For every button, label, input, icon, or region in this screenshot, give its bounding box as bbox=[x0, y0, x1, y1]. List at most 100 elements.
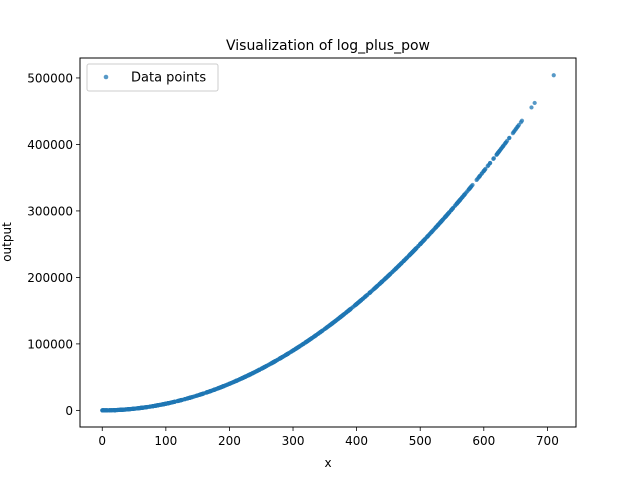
data-point bbox=[341, 312, 346, 317]
x-tick-label: 700 bbox=[536, 434, 559, 448]
x-tick-label: 0 bbox=[98, 434, 106, 448]
data-point bbox=[405, 255, 410, 260]
data-point bbox=[551, 73, 556, 78]
data-point bbox=[402, 258, 407, 263]
data-point bbox=[265, 363, 270, 368]
data-point bbox=[144, 405, 149, 410]
data-point bbox=[507, 135, 512, 141]
data-point bbox=[141, 405, 146, 410]
data-point bbox=[271, 359, 277, 365]
data-point bbox=[348, 307, 353, 312]
data-point bbox=[481, 168, 486, 174]
data-point bbox=[354, 301, 359, 307]
data-point bbox=[516, 122, 521, 128]
data-point bbox=[497, 148, 502, 153]
data-point bbox=[201, 391, 207, 396]
data-point bbox=[462, 192, 467, 197]
data-point bbox=[335, 317, 340, 322]
data-point bbox=[443, 214, 448, 219]
plot-frame bbox=[79, 57, 577, 428]
x-tick-label: 100 bbox=[154, 434, 177, 448]
data-point bbox=[208, 389, 213, 394]
data-point bbox=[475, 176, 480, 182]
data-point bbox=[170, 400, 175, 405]
data-point bbox=[500, 144, 505, 149]
data-point bbox=[430, 228, 436, 233]
data-point bbox=[510, 131, 515, 136]
data-point bbox=[220, 384, 226, 389]
y-axis-label: output bbox=[0, 222, 14, 262]
data-point bbox=[408, 251, 413, 257]
data-point bbox=[297, 344, 302, 349]
data-point bbox=[287, 350, 293, 355]
x-tick-label: 600 bbox=[472, 434, 495, 448]
data-point bbox=[227, 381, 232, 386]
data-point bbox=[138, 405, 143, 411]
data-point bbox=[195, 393, 200, 398]
legend: Data points bbox=[86, 63, 219, 92]
data-point bbox=[278, 356, 283, 361]
data-point bbox=[418, 242, 423, 247]
data-point bbox=[284, 352, 289, 357]
data-point bbox=[310, 335, 315, 341]
x-tick-label: 400 bbox=[345, 434, 368, 448]
data-point bbox=[163, 401, 168, 406]
data-points-layer bbox=[100, 73, 556, 413]
data-point bbox=[182, 397, 188, 402]
data-point bbox=[392, 267, 397, 272]
data-point bbox=[411, 248, 416, 253]
y-tick-label: 300000 bbox=[27, 204, 73, 218]
legend-marker bbox=[103, 74, 109, 80]
data-point bbox=[456, 199, 461, 204]
y-tick-label: 0 bbox=[65, 404, 73, 418]
x-axis: 0 100 200 300 400 500 600 700 bbox=[98, 427, 559, 448]
chart-title: Visualization of log_plus_pow bbox=[226, 38, 430, 54]
y-tick-label: 400000 bbox=[27, 138, 73, 152]
data-point bbox=[128, 406, 133, 412]
data-point bbox=[446, 211, 451, 216]
legend-box bbox=[86, 63, 219, 92]
data-point bbox=[449, 207, 455, 212]
data-point bbox=[259, 366, 264, 371]
data-point bbox=[379, 279, 385, 284]
data-point bbox=[529, 105, 534, 110]
y-axis: 0 100000 200000 300000 400000 500000 bbox=[27, 71, 80, 418]
data-point bbox=[316, 331, 321, 336]
data-point bbox=[491, 156, 496, 162]
data-point bbox=[465, 189, 470, 194]
data-point bbox=[125, 407, 130, 412]
data-point bbox=[252, 369, 257, 375]
data-point bbox=[468, 184, 474, 189]
data-point bbox=[240, 376, 245, 381]
data-point bbox=[386, 273, 391, 278]
data-point bbox=[373, 285, 378, 290]
legend-label: Data points bbox=[131, 71, 206, 86]
data-point bbox=[131, 406, 137, 411]
data-point bbox=[176, 398, 181, 403]
data-point bbox=[151, 404, 156, 409]
data-point bbox=[519, 118, 525, 123]
data-point bbox=[290, 348, 296, 353]
data-point bbox=[233, 378, 238, 384]
data-point bbox=[532, 100, 537, 106]
data-point bbox=[399, 261, 404, 266]
data-point bbox=[513, 127, 518, 132]
data-point bbox=[494, 152, 499, 157]
data-point bbox=[437, 221, 442, 226]
data-point bbox=[329, 322, 334, 327]
data-point bbox=[189, 395, 194, 400]
x-tick-label: 300 bbox=[282, 434, 305, 448]
data-point bbox=[485, 163, 490, 169]
x-tick-label: 500 bbox=[409, 434, 432, 448]
data-point bbox=[135, 406, 140, 411]
y-tick-label: 200000 bbox=[27, 271, 73, 285]
x-axis-label: x bbox=[324, 456, 331, 470]
data-point bbox=[147, 404, 153, 409]
data-point bbox=[322, 326, 327, 332]
y-tick-label: 100000 bbox=[27, 337, 73, 351]
data-point bbox=[246, 373, 251, 378]
x-tick-label: 200 bbox=[218, 434, 241, 448]
data-point bbox=[367, 291, 372, 296]
